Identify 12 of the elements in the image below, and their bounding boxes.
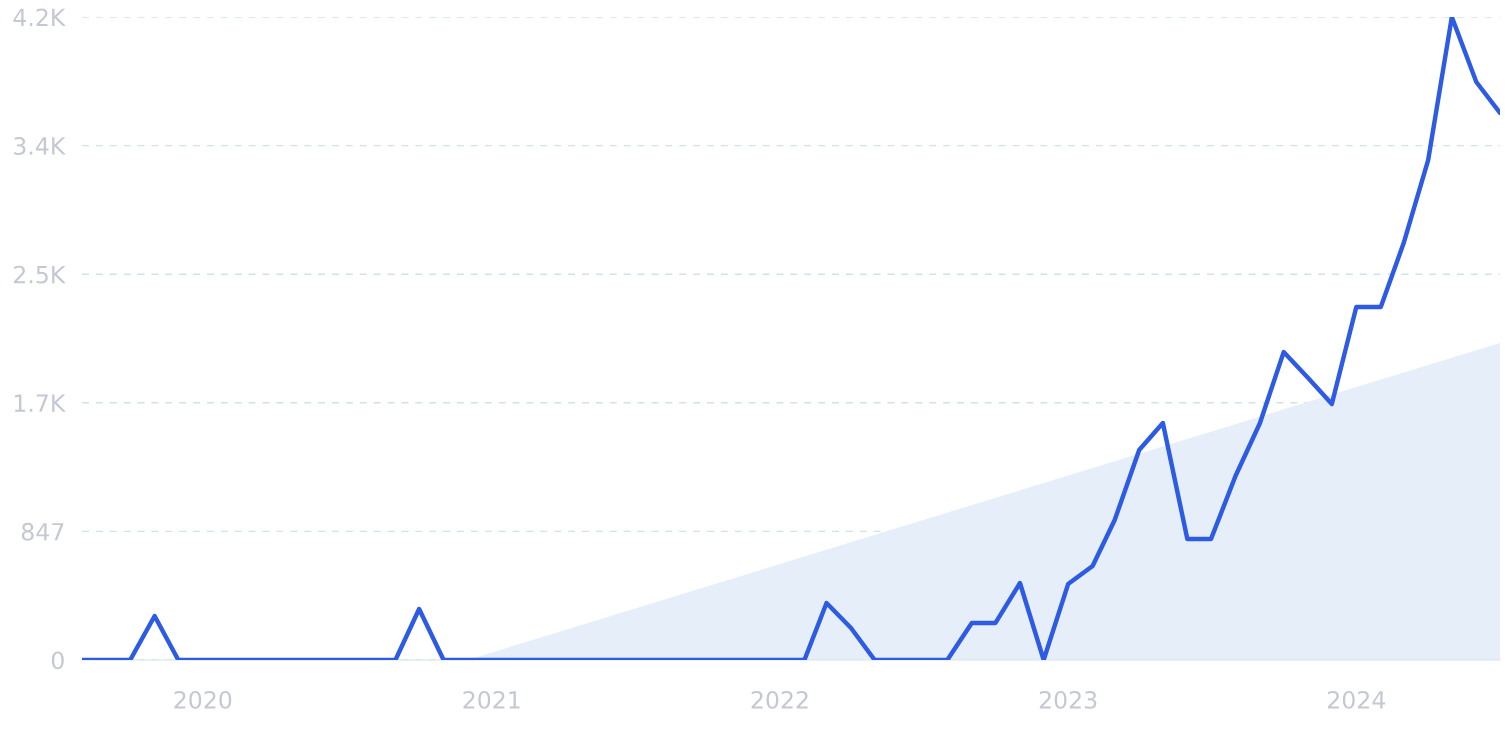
x-tick-label: 2023 [1039,690,1097,709]
x-tick-label: 2021 [463,690,520,709]
x-tick-label: 2022 [751,690,808,709]
y-tick-label: 3.4K [14,137,66,155]
x-tick-label: 2020 [174,690,232,709]
y-tick-label: 2.5K [14,265,66,284]
y-tick-label: 847 [21,522,64,541]
y-tick-label: 0 [51,651,64,670]
x-tick-label: 2024 [1327,690,1386,709]
y-tick-label: 1.7K [14,394,66,412]
line-series [82,17,1500,660]
y-tick-label: 4.2K [13,8,66,26]
